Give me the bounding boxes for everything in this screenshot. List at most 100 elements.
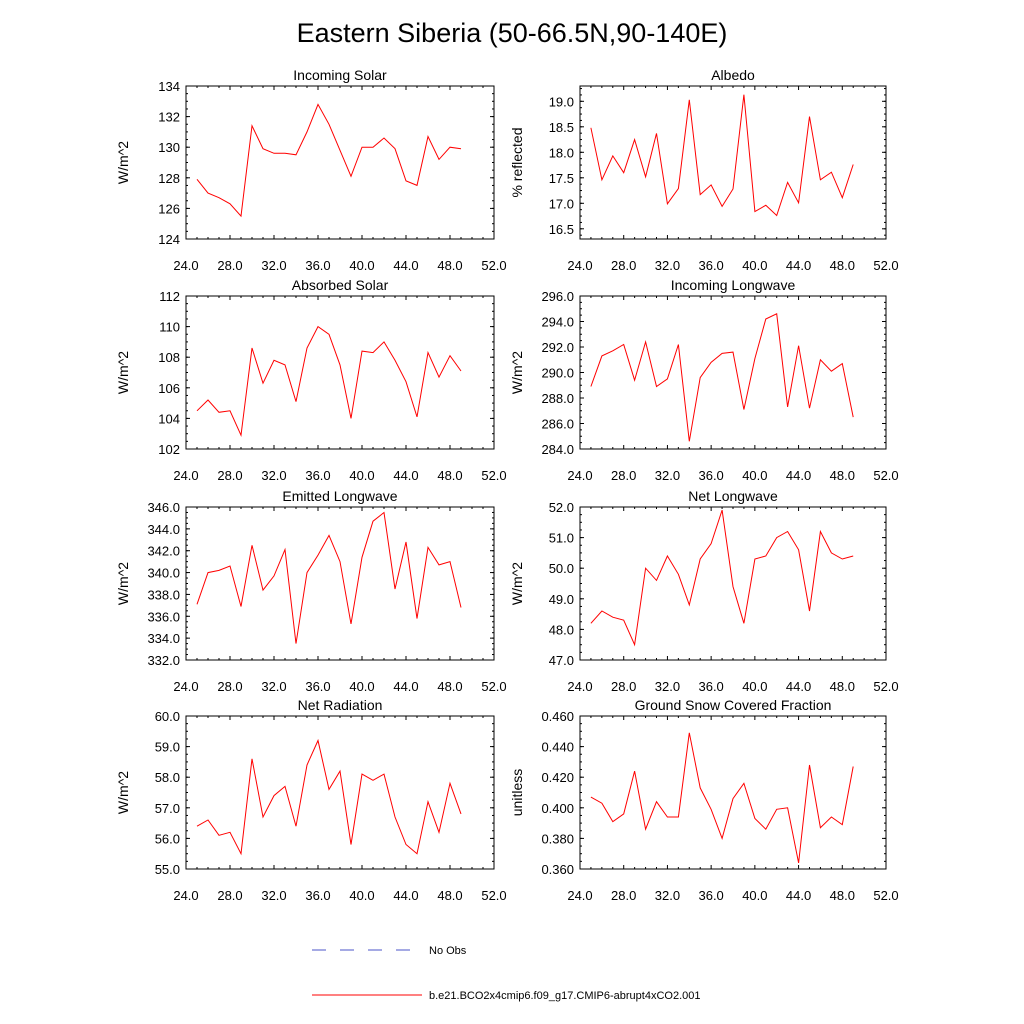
plot-frame	[579, 295, 887, 450]
x-tick-label: 40.0	[742, 888, 767, 903]
y-tick-label: 346.0	[147, 500, 180, 515]
x-tick-label: 44.0	[393, 679, 418, 694]
x-tick-label: 52.0	[481, 888, 506, 903]
y-tick-label: 296.0	[541, 289, 574, 304]
y-tick-label: 124	[158, 232, 180, 247]
x-tick-label: 48.0	[830, 888, 855, 903]
y-tick-label: 290.0	[541, 366, 574, 381]
y-tick-label: 344.0	[147, 522, 180, 537]
x-tick-label: 40.0	[349, 888, 374, 903]
panel-0: Incoming Solar W/m^2 24.0 28.0 32.0 36.0 40.0 4…	[115, 67, 507, 273]
y-tick-label: 0.400	[541, 801, 574, 816]
panel-title: Net Radiation	[298, 697, 383, 713]
series-line-0	[590, 732, 854, 863]
x-tick-label: 24.0	[567, 258, 592, 273]
panel-5: Net Longwave W/m^2 24.0 28.0 32.0 36.0 40.0 44.…	[509, 488, 899, 694]
x-tick-label: 44.0	[786, 679, 811, 694]
plot-frame	[579, 715, 887, 870]
y-tick-label: 16.5	[549, 222, 574, 237]
x-tick-label: 52.0	[873, 679, 898, 694]
legend-label-no-obs: No Obs	[429, 945, 467, 957]
y-tick-label: 332.0	[147, 653, 180, 668]
x-tick-label: 52.0	[481, 679, 506, 694]
x-tick-label: 40.0	[349, 258, 374, 273]
y-axis-label: W/m^2	[115, 771, 131, 814]
y-tick-label: 102	[158, 442, 180, 457]
x-tick-label: 32.0	[261, 679, 286, 694]
series-line-0	[196, 103, 462, 218]
y-tick-label: 336.0	[147, 609, 180, 624]
plot-frame	[185, 506, 495, 661]
y-axis-label: % reflected	[509, 127, 525, 197]
x-tick-label: 44.0	[393, 468, 418, 483]
x-tick-label: 28.0	[611, 258, 636, 273]
x-tick-label: 28.0	[217, 888, 242, 903]
series-line-0	[590, 313, 854, 442]
panel-3: Incoming Longwave W/m^2 24.0 28.0 32.0 36.0 40…	[509, 277, 899, 483]
panel-6: Net Radiation W/m^2 24.0 28.0 32.0 36.0 40.0 44…	[115, 697, 507, 903]
y-tick-label: 52.0	[549, 500, 574, 515]
y-tick-label: 0.460	[541, 709, 574, 724]
x-tick-label: 36.0	[698, 888, 723, 903]
y-tick-label: 0.440	[541, 740, 574, 755]
x-tick-label: 32.0	[655, 258, 680, 273]
y-tick-label: 106	[158, 381, 180, 396]
y-tick-label: 56.0	[155, 831, 180, 846]
x-tick-label: 36.0	[305, 888, 330, 903]
y-tick-label: 334.0	[147, 631, 180, 646]
y-tick-label: 126	[158, 201, 180, 216]
y-tick-label: 17.0	[549, 196, 574, 211]
x-tick-label: 32.0	[261, 468, 286, 483]
plot-frame	[579, 85, 887, 240]
x-tick-label: 28.0	[217, 468, 242, 483]
x-tick-label: 40.0	[349, 679, 374, 694]
y-axis-label: unitless	[509, 769, 525, 816]
x-tick-label: 44.0	[393, 258, 418, 273]
y-tick-label: 110	[159, 320, 180, 335]
x-tick-label: 40.0	[742, 679, 767, 694]
y-tick-label: 340.0	[147, 566, 180, 581]
x-tick-label: 36.0	[698, 679, 723, 694]
x-tick-label: 32.0	[261, 888, 286, 903]
panels-group: Incoming Solar W/m^2 24.0 28.0 32.0 36.0 40.0 4…	[115, 67, 899, 903]
x-tick-label: 52.0	[481, 468, 506, 483]
y-tick-label: 108	[158, 350, 180, 365]
x-tick-label: 28.0	[611, 888, 636, 903]
x-tick-label: 44.0	[786, 468, 811, 483]
x-tick-label: 24.0	[173, 679, 198, 694]
x-tick-label: 36.0	[305, 258, 330, 273]
x-tick-label: 24.0	[173, 888, 198, 903]
panel-title: Net Longwave	[688, 488, 778, 504]
panel-2: Absorbed Solar W/m^2 24.0 28.0 32.0 36.0 40.0 4…	[115, 277, 507, 483]
y-tick-label: 338.0	[147, 587, 180, 602]
y-tick-label: 57.0	[155, 801, 180, 816]
y-axis-label: W/m^2	[115, 562, 131, 605]
x-tick-label: 24.0	[173, 258, 198, 273]
panel-1: Albedo % reflected 24.0 28.0 32.0 36.0 40.0 44.…	[509, 67, 899, 273]
y-tick-label: 58.0	[155, 770, 180, 785]
x-tick-label: 48.0	[437, 258, 462, 273]
x-tick-label: 52.0	[873, 258, 898, 273]
x-tick-label: 40.0	[742, 468, 767, 483]
y-tick-label: 0.420	[541, 770, 574, 785]
y-tick-label: 51.0	[549, 531, 574, 546]
x-tick-label: 24.0	[567, 888, 592, 903]
panel-title: Incoming Solar	[293, 67, 387, 83]
panel-title: Albedo	[711, 67, 755, 83]
x-tick-label: 36.0	[305, 679, 330, 694]
x-tick-label: 48.0	[437, 468, 462, 483]
series-line-0	[590, 94, 854, 217]
series-line-0	[590, 509, 854, 647]
y-axis-label: W/m^2	[115, 141, 131, 184]
y-tick-label: 288.0	[541, 391, 574, 406]
x-tick-label: 44.0	[393, 888, 418, 903]
series-line-0	[196, 511, 462, 644]
plot-frame	[185, 85, 495, 240]
y-tick-label: 18.5	[549, 120, 574, 135]
x-tick-label: 40.0	[349, 468, 374, 483]
y-axis-label: W/m^2	[509, 562, 525, 605]
x-tick-label: 48.0	[437, 888, 462, 903]
legend: No Obs b.e21.BCO2x4cmip6.f09_g17.CMIP6-a…	[312, 945, 701, 1002]
figure-title: Eastern Siberia (50-66.5N,90-140E)	[297, 18, 728, 48]
